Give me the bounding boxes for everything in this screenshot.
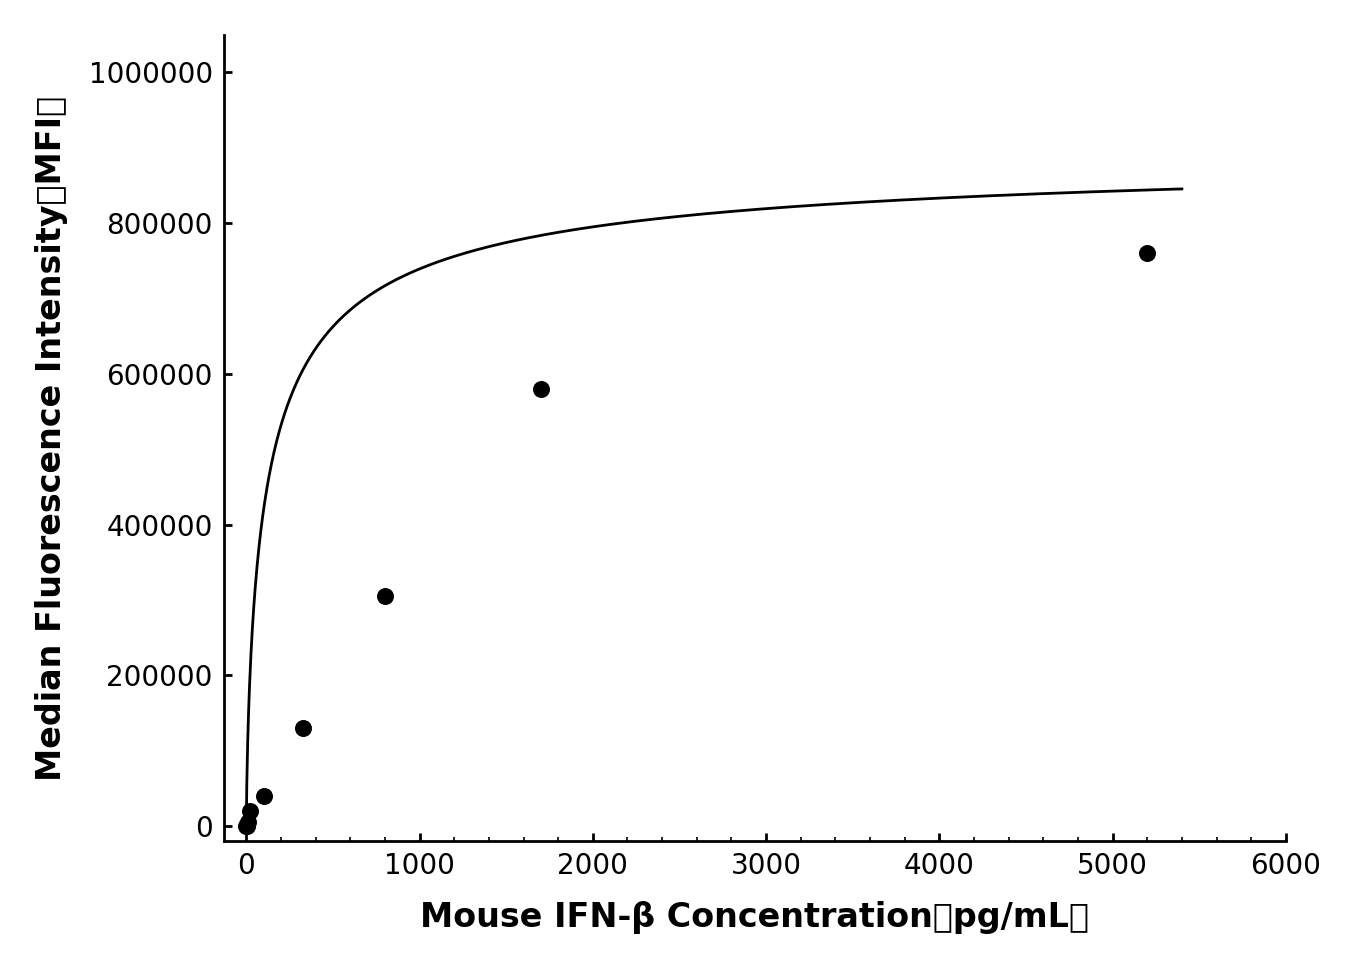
Point: [1136, 245, 1158, 261]
Point: [236, 818, 258, 833]
Point: [374, 588, 396, 604]
Point: [252, 789, 274, 804]
Point: [239, 803, 260, 819]
Point: [236, 819, 258, 834]
X-axis label: Mouse IFN-β Concentration（pg/mL）: Mouse IFN-β Concentration（pg/mL）: [420, 901, 1089, 934]
Point: [237, 815, 259, 830]
Point: [530, 381, 552, 396]
Point: [236, 817, 258, 832]
Point: [292, 721, 313, 736]
Y-axis label: Median Fluorescence Intensity（MFI）: Median Fluorescence Intensity（MFI）: [35, 96, 68, 781]
